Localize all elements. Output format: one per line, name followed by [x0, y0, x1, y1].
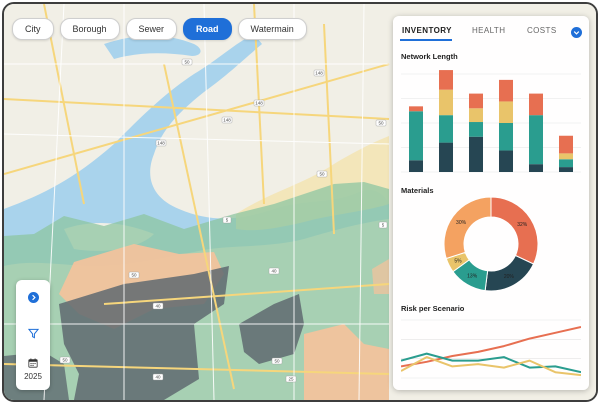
risk-series-line[interactable]: [401, 352, 581, 374]
bar-segment[interactable]: [559, 153, 573, 160]
filter-button[interactable]: [16, 324, 50, 342]
layer-chip-borough[interactable]: Borough: [59, 18, 120, 40]
road-shield: 50: [375, 119, 387, 127]
layer-chip-watermain[interactable]: Watermain: [237, 18, 307, 40]
bar-segment[interactable]: [499, 123, 513, 151]
network-length-title: Network Length: [401, 52, 458, 61]
bar-segment[interactable]: [559, 167, 573, 172]
svg-text:40: 40: [155, 375, 161, 380]
tab-health[interactable]: HEALTH: [472, 26, 506, 35]
chevron-down-icon: [573, 31, 580, 35]
road-shield: 50: [316, 170, 328, 178]
svg-text:5: 5: [382, 223, 385, 228]
year-label: 2025: [24, 372, 42, 381]
road-shield: 5: [222, 216, 232, 224]
svg-text:40: 40: [155, 304, 161, 309]
layer-chip-road[interactable]: Road: [183, 18, 232, 40]
bar-segment[interactable]: [499, 101, 513, 123]
road-shield: 25: [285, 375, 297, 383]
risk-series-line[interactable]: [401, 356, 581, 377]
bar-segment[interactable]: [469, 108, 483, 123]
svg-text:50: 50: [62, 358, 68, 363]
chevron-right-icon: [27, 291, 39, 303]
panel-menu-button[interactable]: [571, 27, 582, 38]
layer-chip-city[interactable]: City: [12, 18, 54, 40]
bar-segment[interactable]: [409, 106, 423, 112]
layer-filter-bar: City Borough Sewer Road Watermain: [12, 18, 307, 40]
road-shield: 40: [268, 267, 280, 275]
layer-chip-sewer[interactable]: Sewer: [125, 18, 178, 40]
svg-text:50: 50: [378, 121, 384, 126]
svg-text:50: 50: [274, 359, 280, 364]
svg-text:148: 148: [315, 71, 323, 76]
calendar-icon: [28, 358, 38, 368]
panel-tabs: INVENTORY HEALTH COSTS: [393, 16, 589, 44]
donut-slice[interactable]: [490, 196, 539, 265]
materials-title: Materials: [401, 186, 434, 195]
road-shield: 50: [128, 271, 140, 279]
donut-slice[interactable]: [443, 196, 492, 260]
bar-segment[interactable]: [439, 89, 453, 116]
svg-text:148: 148: [255, 101, 263, 106]
analytics-panel: INVENTORY HEALTH COSTS Network Length Ma…: [393, 16, 589, 390]
road-shield: 148: [221, 116, 233, 124]
bar-segment[interactable]: [529, 93, 543, 116]
svg-text:148: 148: [157, 141, 165, 146]
svg-text:5: 5: [226, 218, 229, 223]
bar-segment[interactable]: [529, 115, 543, 165]
tab-costs[interactable]: COSTS: [527, 26, 557, 35]
bar-segment[interactable]: [439, 142, 453, 172]
svg-text:25: 25: [288, 377, 294, 382]
network-length-chart: [401, 70, 581, 173]
bar-segment[interactable]: [469, 93, 483, 109]
donut-slice-label: 20%: [504, 274, 515, 280]
road-shield: 5: [378, 221, 388, 229]
map-road-labels: 50 148 148 148 148 50 50 5 5 50 40 40 50…: [59, 58, 388, 383]
bar-segment[interactable]: [499, 79, 513, 102]
road-shield: 148: [253, 99, 265, 107]
risk-title: Risk per Scenario: [401, 304, 465, 313]
bar-segment[interactable]: [559, 159, 573, 168]
date-picker-button[interactable]: [16, 356, 50, 370]
bar-segment[interactable]: [529, 164, 543, 172]
map-zone-gray-south: [239, 294, 304, 364]
tab-inventory[interactable]: INVENTORY: [402, 26, 452, 35]
filter-icon: [27, 328, 39, 338]
svg-text:148: 148: [223, 118, 231, 123]
road-shield: 50: [181, 58, 193, 66]
svg-text:50: 50: [319, 172, 325, 177]
bar-segment[interactable]: [409, 111, 423, 161]
road-shield: 148: [155, 139, 167, 147]
road-shield: 148: [313, 69, 325, 77]
svg-text:50: 50: [184, 60, 190, 65]
road-shield: 40: [152, 373, 164, 381]
donut-slice-label: 30%: [456, 220, 467, 226]
bar-segment[interactable]: [499, 150, 513, 172]
risk-series-line[interactable]: [401, 326, 581, 368]
svg-text:40: 40: [271, 269, 277, 274]
bar-segment[interactable]: [469, 136, 483, 172]
bar-segment[interactable]: [409, 160, 423, 172]
risk-chart: [401, 319, 581, 379]
tab-active-indicator: [400, 39, 452, 41]
donut-slice-label: 13%: [467, 274, 478, 280]
map-tool-palette: 2025: [16, 280, 50, 390]
bar-segment[interactable]: [559, 135, 573, 154]
materials-chart: 32% 20% 13% 5% 30%: [443, 196, 539, 292]
bar-segment[interactable]: [469, 122, 483, 137]
bar-segment[interactable]: [439, 115, 453, 143]
donut-slice-label: 32%: [517, 222, 528, 228]
svg-text:50: 50: [131, 273, 137, 278]
road-shield: 40: [152, 302, 164, 310]
map-zone-orange-se: [304, 324, 389, 400]
donut-slice-label: 5%: [454, 259, 462, 265]
road-shield: 50: [59, 356, 71, 364]
expand-panel-button[interactable]: [16, 288, 50, 306]
road-shield: 50: [271, 357, 283, 365]
map-river-north: [104, 35, 201, 59]
bar-segment[interactable]: [439, 70, 453, 90]
